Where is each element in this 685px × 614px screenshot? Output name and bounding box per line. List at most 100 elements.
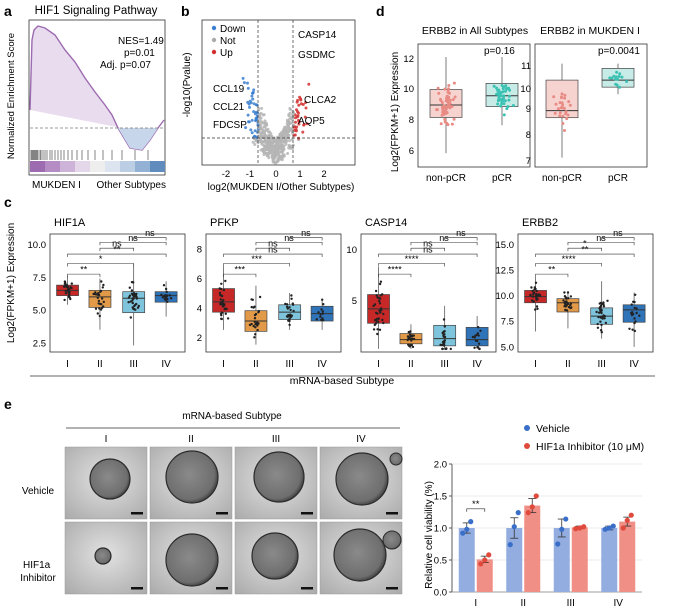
- subtype-IV-point: [319, 315, 322, 318]
- subtype-xtick: I: [66, 359, 69, 370]
- subtype-I-point: [220, 317, 223, 321]
- significance-bracket: [67, 253, 167, 258]
- erbb2-mukden-ytick: 11: [521, 61, 531, 72]
- subtype-II-point: [96, 292, 99, 296]
- subtype-xtick: IV: [161, 359, 171, 370]
- organoid-header: mRNA-based Subtype: [182, 411, 282, 422]
- erbb2-all-pcr-point: [503, 99, 507, 103]
- bar-data-point: [610, 523, 616, 529]
- subtype-I-point: [380, 309, 383, 312]
- volcano-point: [253, 112, 257, 116]
- subtype-II-point: [252, 324, 255, 328]
- volcano-legend-up: Up: [220, 48, 233, 59]
- erbb2-all-nonpcr-point: [435, 108, 439, 112]
- erbb2-all-nonpcr-point: [452, 81, 456, 85]
- subtype-III-point: [440, 343, 443, 347]
- organoid-body: [335, 452, 389, 506]
- volcano-point: [276, 159, 280, 163]
- subtype-IV-point: [164, 294, 167, 298]
- subtype-II-point: [411, 337, 414, 340]
- subtype-I-point: [64, 289, 67, 293]
- gsea-rank-segment: [75, 161, 90, 172]
- significance-label: ns: [301, 228, 311, 238]
- bar-data-point: [515, 510, 521, 516]
- volcano-gene-clca2: CLCA2: [304, 95, 337, 106]
- subtype-II-point: [569, 295, 573, 298]
- erbb2-mukden-nonpcr-point: [560, 95, 563, 99]
- erbb2-all-nonpcr-point: [443, 117, 447, 121]
- subtype-II-point: [94, 307, 98, 310]
- significance-label: ns: [268, 245, 278, 255]
- subtype-I-point: [535, 305, 539, 308]
- subtype-II-point: [565, 297, 568, 300]
- bar-data-point: [559, 526, 565, 532]
- significance-label: ns: [145, 228, 155, 238]
- significance-bracket: [535, 263, 602, 267]
- subtype-II-point: [407, 343, 410, 346]
- subtype-ytick: 5.0: [33, 306, 46, 317]
- erbb2-all-pcr-point: [502, 102, 506, 106]
- subtype-I-point: [70, 286, 73, 290]
- gsea-rank-segment: [90, 161, 105, 172]
- scale-bar: [386, 512, 398, 515]
- bar-data-point: [581, 524, 587, 530]
- erbb2-mukden-nonpcr-point: [564, 110, 568, 114]
- legend-vehicle-dot: [524, 425, 530, 431]
- significance-label: ns: [613, 228, 623, 238]
- subtype-IV-point: [633, 317, 636, 320]
- subtype-III-point: [599, 320, 602, 323]
- gsea-title: HIF1 Signaling Pathway: [35, 5, 158, 17]
- subtype-III-point: [598, 302, 601, 305]
- volcano-point: [254, 119, 258, 123]
- erbb2-all-pcr-point: [501, 87, 505, 91]
- subtype-II-point: [409, 330, 412, 333]
- subtype-I-point: [530, 286, 533, 289]
- erbb2-mukden-nonpcr-point: [552, 95, 556, 99]
- subtype-xtick: I: [534, 359, 537, 370]
- organoid-body: [251, 532, 299, 580]
- subtype-xtick: II: [97, 359, 103, 370]
- volcano-point: [268, 134, 272, 138]
- volcano-point: [295, 125, 299, 129]
- organoid-body: [253, 451, 305, 503]
- subtype-II-point: [258, 295, 262, 299]
- subtype-III-point: [135, 292, 138, 296]
- subtype-II-point: [562, 299, 565, 302]
- subtype-IV-point: [164, 287, 168, 291]
- bar-xtick-label: III: [567, 598, 575, 609]
- subtype-I-point: [222, 288, 226, 292]
- bar-data-point: [628, 512, 634, 518]
- subtype-II-point: [250, 305, 253, 309]
- subtype-II-point: [253, 320, 256, 323]
- subtype-III-point: [132, 307, 136, 311]
- significance-label: ns: [439, 233, 449, 243]
- subtype-ytick: 12.5: [496, 265, 515, 276]
- significance-bracket: [255, 247, 290, 252]
- bar-data-point: [606, 525, 612, 531]
- erbb2-mukden-nonpcr-point: [561, 122, 565, 125]
- volcano-point: [250, 131, 254, 135]
- subtype-xlabel: mRNA-based Subtype: [290, 375, 395, 387]
- volcano-point: [266, 127, 270, 131]
- subtype-IV-point: [477, 326, 480, 329]
- volcano-point: [270, 136, 274, 140]
- erbb2-all-nonpcr-point: [443, 110, 447, 114]
- gsea-rank-segment: [105, 161, 120, 172]
- subtype-IV-point: [634, 320, 637, 323]
- erbb2-all-p: p=0.16: [484, 46, 515, 57]
- volcano-legend-down-dot: [211, 25, 217, 31]
- subtype-III-point: [132, 292, 136, 295]
- gsea-rank-segment: [30, 161, 45, 172]
- subtype-ytick: 10.0: [28, 240, 47, 251]
- subtype-III-point: [445, 347, 448, 351]
- subtype-III-point: [595, 310, 598, 314]
- significance-label: **: [581, 245, 589, 255]
- subtype-II-point: [251, 298, 254, 301]
- subtype-I-point: [373, 323, 376, 327]
- bar-xtick-label: II: [520, 598, 526, 609]
- subtype-I-point: [226, 317, 230, 320]
- subtype-II-point: [97, 299, 101, 303]
- erbb2-mukden-pcr-point: [625, 80, 629, 83]
